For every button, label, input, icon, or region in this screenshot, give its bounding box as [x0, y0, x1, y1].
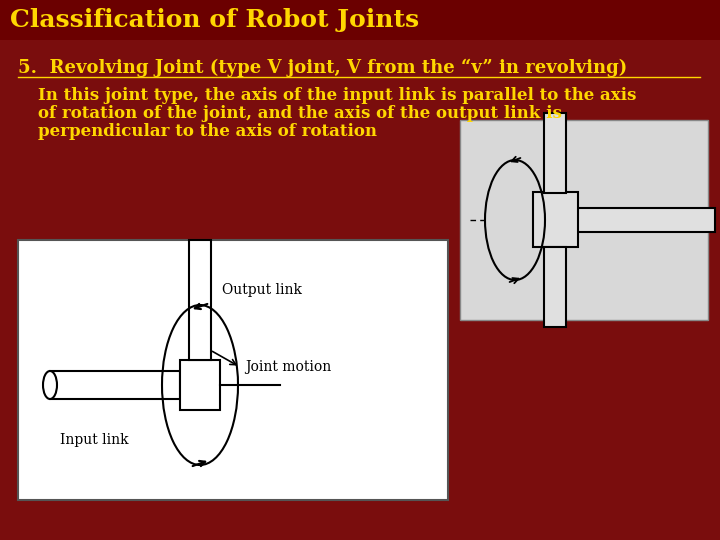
Text: perpendicular to the axis of rotation: perpendicular to the axis of rotation [38, 123, 377, 139]
Text: of rotation of the joint, and the axis of the output link is: of rotation of the joint, and the axis o… [38, 105, 562, 122]
Bar [555, 208, 715, 232]
Bar [544, 247, 566, 327]
Bar [189, 240, 211, 360]
Text: In this joint type, the axis of the input link is parallel to the axis: In this joint type, the axis of the inpu… [38, 86, 636, 104]
Text: Classification of Robot Joints: Classification of Robot Joints [10, 8, 419, 32]
Bar [544, 113, 566, 193]
Text: Output link: Output link [222, 283, 302, 297]
Bar [460, 120, 708, 320]
Text: 5.  Revolving Joint (type V joint, V from the “v” in revolving): 5. Revolving Joint (type V joint, V from… [18, 59, 627, 77]
Bar [180, 360, 220, 410]
Ellipse shape [43, 371, 57, 399]
Text: Input link: Input link [60, 433, 129, 447]
Bar [50, 371, 180, 399]
Text: Joint motion: Joint motion [245, 360, 331, 374]
Bar [18, 240, 448, 500]
Bar [533, 192, 578, 247]
Bar [0, 0, 720, 40]
